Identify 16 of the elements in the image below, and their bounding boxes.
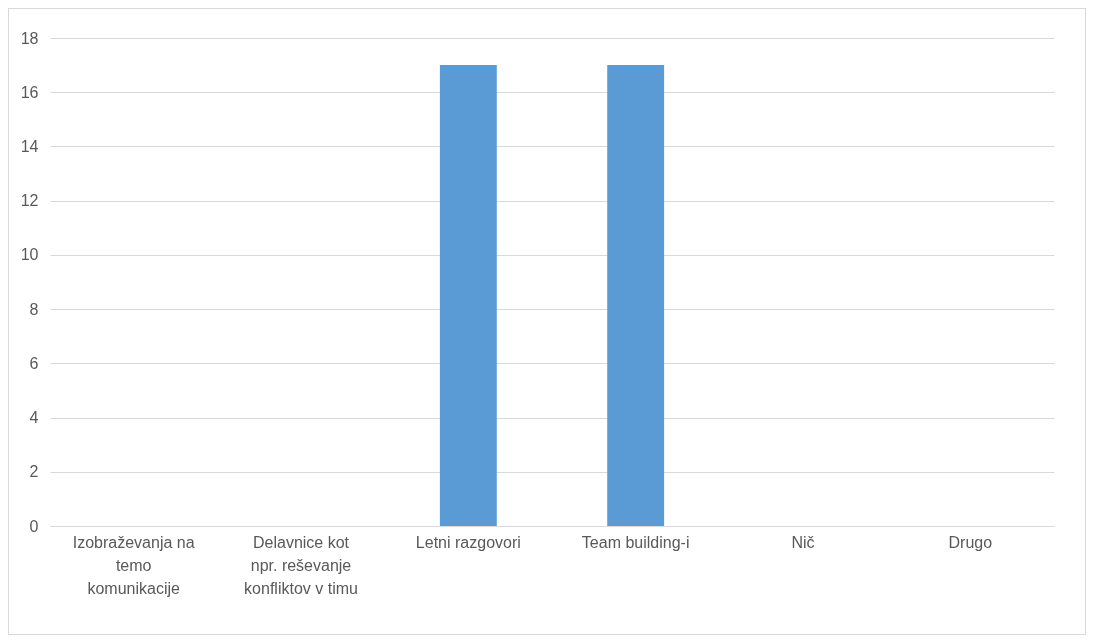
y-tick-label: 8	[29, 300, 39, 318]
y-tick-label: 12	[20, 192, 39, 210]
y-tick-label: 4	[29, 409, 39, 427]
y-tick-label: 14	[20, 137, 39, 155]
y-tick-label: 2	[29, 463, 39, 481]
y-tick-label: 10	[20, 246, 39, 264]
y-tick-label: 18	[20, 29, 39, 47]
y-tick-label: 6	[29, 354, 39, 372]
x-tick-label: Letni razgovori	[415, 533, 521, 551]
x-tick-label: Team building-i	[581, 533, 690, 551]
y-tick-label: 0	[29, 517, 39, 535]
y-tick-label: 16	[20, 83, 39, 101]
x-tick-label: Izobraževanja na temo komunikacije	[72, 533, 195, 597]
x-tick-label: Drugo	[948, 533, 993, 551]
x-tick-label: Nič	[791, 533, 815, 551]
x-tick-label: Delavnice kot npr. reševanje konfliktov v timu	[244, 533, 358, 597]
